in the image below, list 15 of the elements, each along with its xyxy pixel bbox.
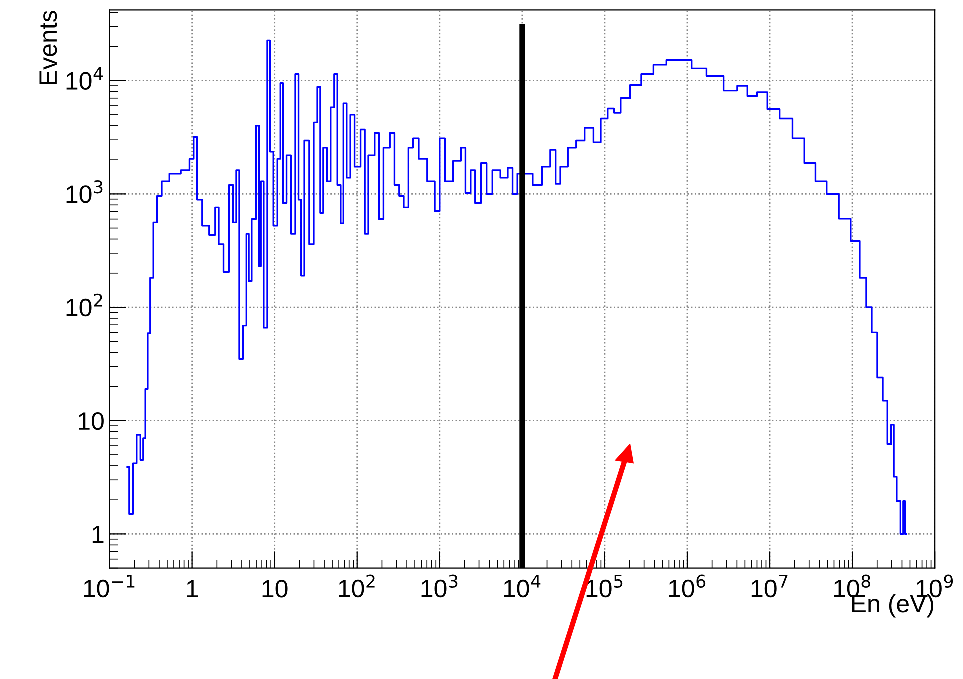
y-tick-label: 10$^{3}$ [66, 180, 103, 204]
y-tick-label: 10$^{2}$ [66, 294, 102, 317]
x-tick-label: 10$^{4}$ [504, 575, 541, 598]
y-tick-label: 10 [79, 412, 104, 430]
x-tick-label: 10$^{6}$ [669, 574, 706, 598]
x-tick-label: 10$^{−1}$ [84, 575, 135, 598]
y-tick-label: 1 [92, 526, 104, 544]
y-axis-title: Events [40, 11, 58, 85]
x-tick-label: 1 [187, 580, 198, 598]
x-tick-label: 10 [262, 580, 288, 598]
x-tick-label: 10$^{2}$ [339, 574, 375, 598]
x-tick-label: 10$^{3}$ [422, 574, 458, 598]
y-tick-label: 10$^{4}$ [66, 67, 104, 90]
x-tick-label: 10$^{7}$ [752, 575, 788, 598]
x-tick-label: 10$^{5}$ [586, 575, 623, 598]
